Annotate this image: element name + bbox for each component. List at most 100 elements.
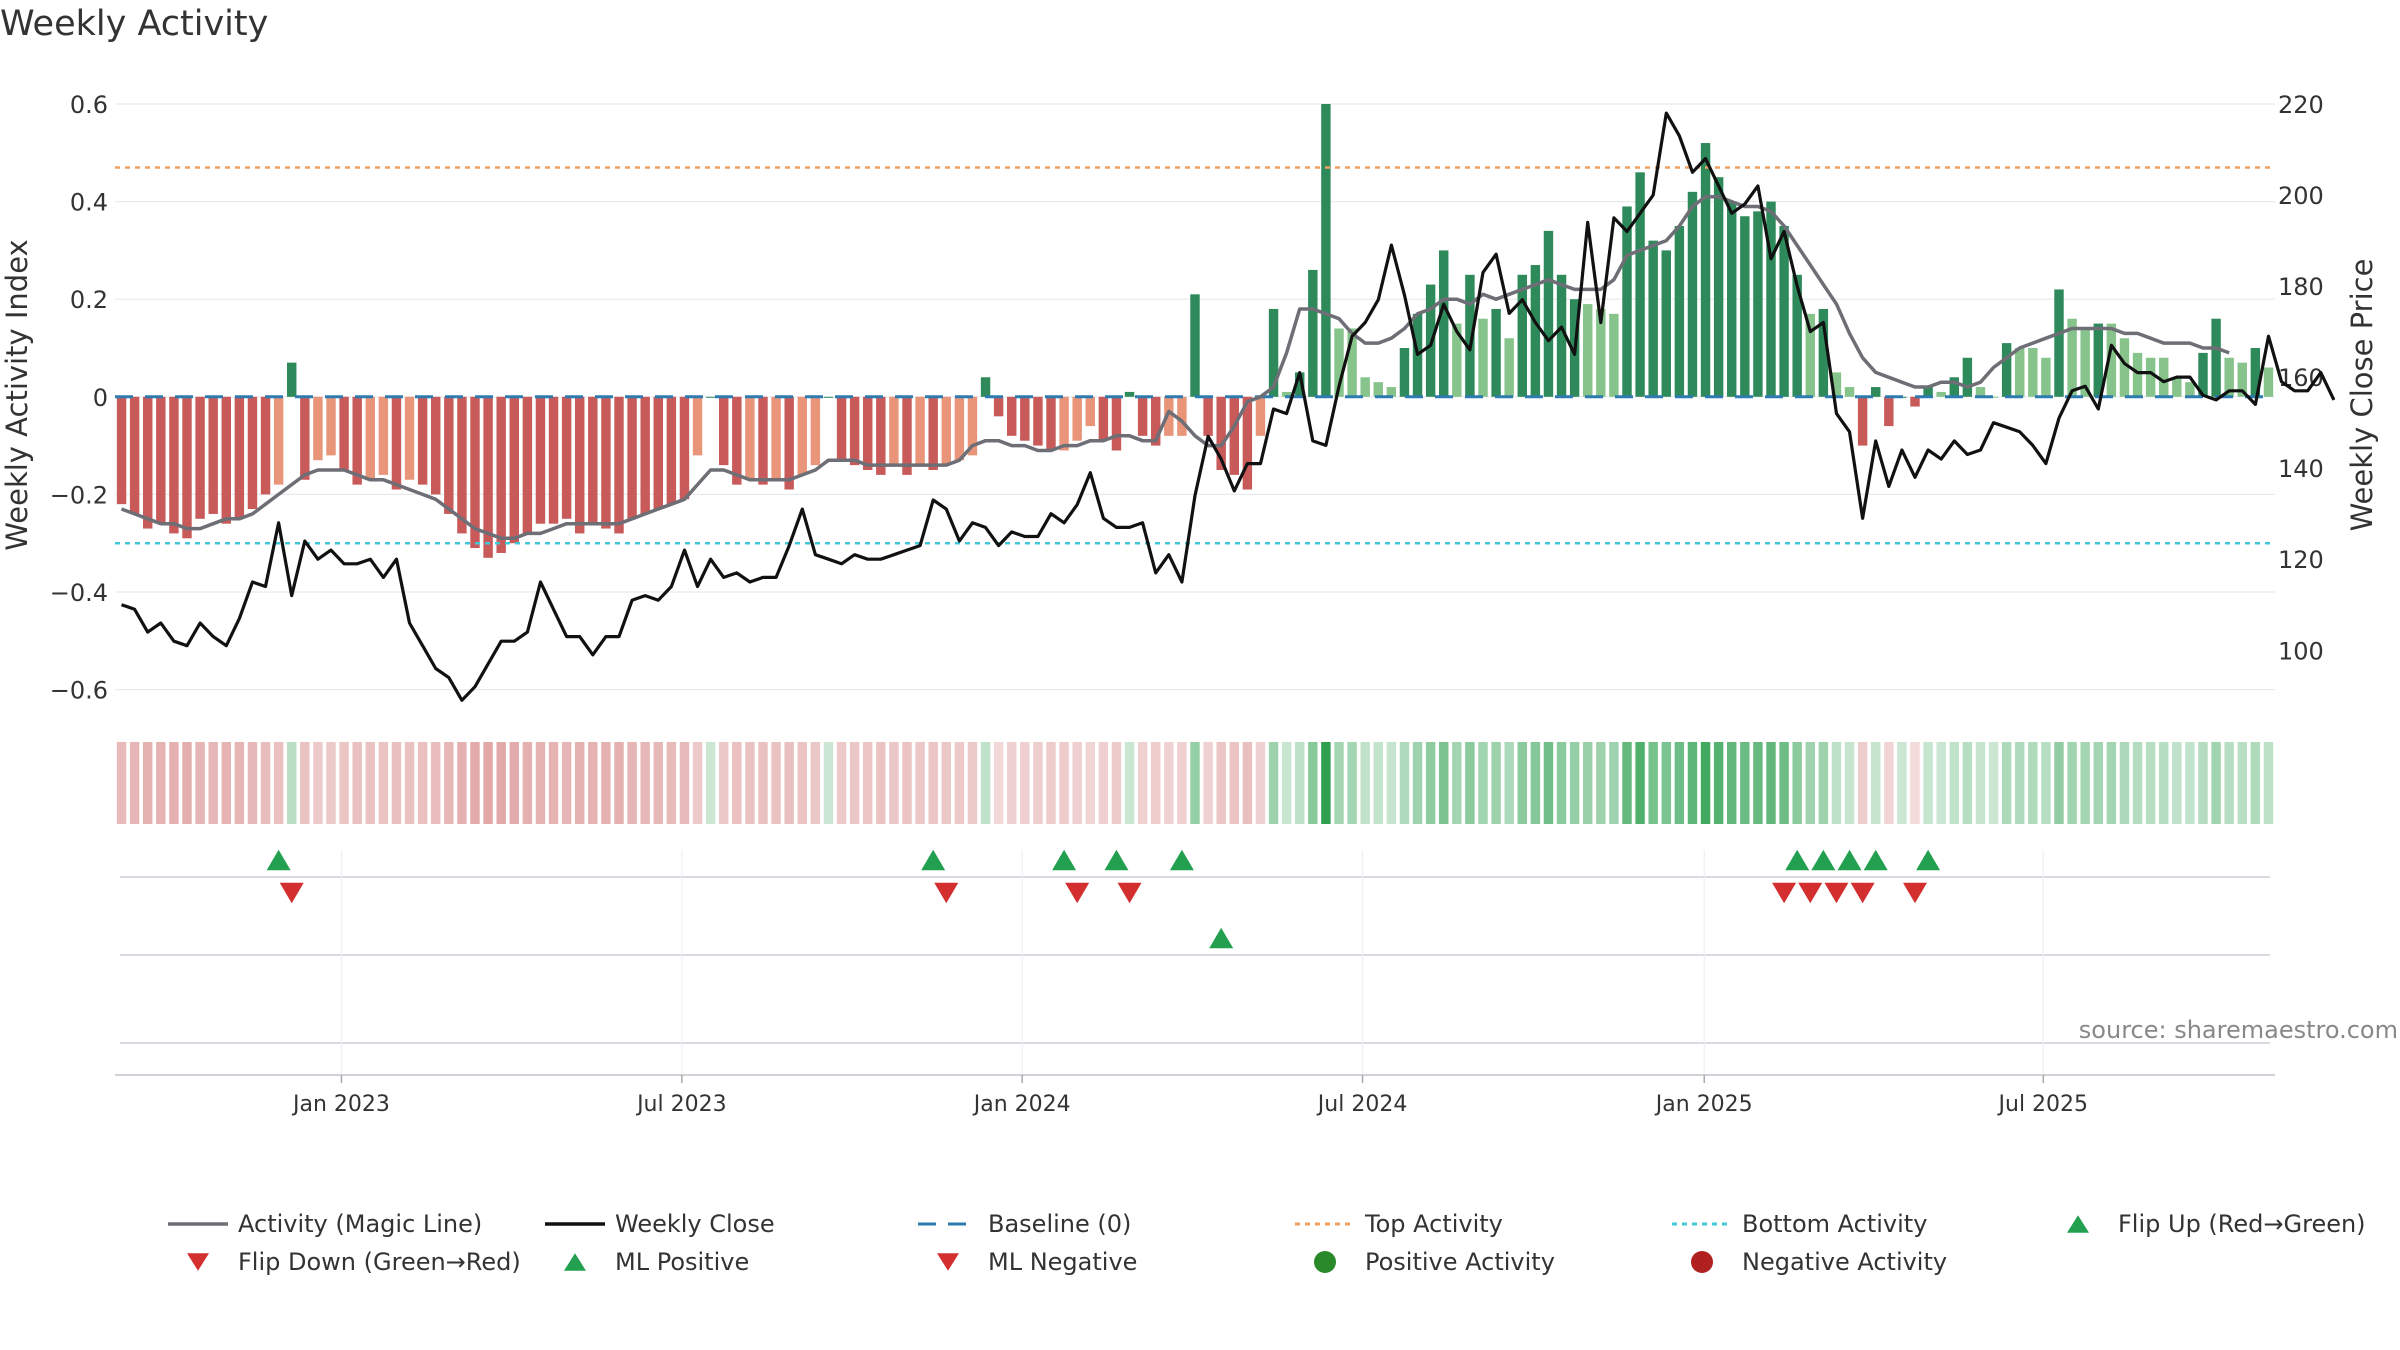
activity-strip-cell: [2106, 742, 2117, 824]
activity-bar: [1727, 201, 1737, 397]
x-tick-label: Jan 2024: [972, 1092, 1071, 1117]
activity-bar: [1452, 323, 1462, 397]
activity-strip-cell: [1596, 742, 1606, 824]
activity-bar: [2015, 348, 2025, 397]
activity-strip-cell: [365, 742, 375, 824]
activity-strip-cell: [967, 742, 978, 824]
activity-bar: [1635, 172, 1645, 397]
activity-strip-cell: [234, 742, 245, 824]
activity-bar: [588, 396, 598, 524]
activity-strip-cell: [2211, 742, 2221, 824]
activity-bar: [2250, 348, 2261, 397]
activity-strip-cell: [2237, 742, 2247, 824]
activity-strip-cell: [1098, 742, 1109, 824]
activity-strip-cell: [116, 742, 127, 824]
activity-strip-cell: [483, 742, 493, 824]
activity-bar: [300, 396, 310, 480]
x-tick-label: Jul 2025: [1997, 1092, 2089, 1117]
chart-title: Weekly Activity: [0, 4, 269, 44]
activity-bar: [522, 396, 533, 534]
activity-strip-cell: [182, 742, 192, 824]
activity-strip-cell: [732, 742, 742, 824]
activity-strip-cell: [2041, 742, 2051, 824]
activity-strip-cell: [2054, 742, 2064, 824]
activity-bar: [1439, 250, 1449, 397]
ml-positive-marker: [1209, 927, 1234, 949]
activity-bar: [391, 396, 402, 490]
activity-strip-cell: [1334, 742, 1344, 824]
activity-bar: [771, 396, 781, 480]
activity-strip-cell: [1962, 742, 1973, 824]
activity-strip-cell: [1740, 742, 1750, 824]
activity-bar: [1190, 294, 1200, 397]
activity-bar: [1373, 382, 1383, 397]
activity-bar: [1137, 396, 1148, 436]
legend-weekly-close: Weekly Close: [545, 1210, 775, 1238]
activity-bar: [1268, 308, 1279, 397]
activity-strip-cell: [1609, 742, 1619, 824]
y-tick-label: 0: [93, 384, 108, 412]
activity-strip-cell: [745, 742, 755, 824]
legend-flip-down: Flip Down (Green→Red): [187, 1248, 521, 1276]
activity-bar: [797, 396, 807, 475]
activity-strip-cell: [2198, 742, 2208, 824]
activity-strip-cell: [509, 742, 519, 824]
activity-strip-cell: [391, 742, 402, 824]
activity-bar: [1491, 308, 1501, 397]
activity-bar: [195, 396, 205, 519]
activity-strip-cell: [561, 742, 572, 824]
activity-strip-cell: [195, 742, 205, 824]
activity-strip-cell: [1072, 742, 1082, 824]
activity-strip-cell: [915, 742, 925, 824]
activity-bar: [273, 396, 284, 485]
activity-bar: [2054, 289, 2064, 397]
activity-bar: [1308, 269, 1318, 397]
flip-up-marker: [1104, 849, 1129, 871]
activity-bar: [993, 396, 1004, 417]
activity-bar: [1203, 396, 1213, 436]
activity-strip-cell: [352, 742, 362, 824]
activity-strip-cell: [1425, 742, 1436, 824]
y-tick-label: −0.6: [50, 677, 108, 705]
activity-bar: [1177, 396, 1187, 436]
activity-bar: [954, 396, 965, 461]
legend-flip-down-label: Flip Down (Green→Red): [238, 1248, 521, 1276]
weekly-close-series: [120, 111, 2336, 702]
activity-bar: [2028, 348, 2038, 397]
activity-strip-cell: [679, 742, 690, 824]
flip-down-marker: [1772, 882, 1797, 904]
activity-strip-cell: [1111, 742, 1122, 824]
activity-bar: [1164, 396, 1174, 436]
legend-positive-activity: Positive Activity: [1314, 1248, 1555, 1276]
activity-bar: [1098, 396, 1109, 441]
activity-strip-cell: [1373, 742, 1383, 824]
activity-strip-cell: [1700, 742, 1711, 824]
activity-strip-cell: [1910, 742, 1920, 824]
activity-strip-cell: [522, 742, 533, 824]
activity-strip-cell: [1268, 742, 1279, 824]
activity-strip-cell: [300, 742, 310, 824]
flip-up-marker: [266, 849, 291, 871]
flip-down-marker: [279, 882, 304, 904]
activity-bar: [1687, 191, 1698, 397]
activity-strip-cell: [417, 742, 428, 824]
activity-bar: [1281, 391, 1292, 397]
activity-bar: [483, 396, 493, 558]
activity-strip-cell: [2250, 742, 2261, 824]
activity-bar: [745, 396, 755, 480]
flip-up-marker: [1169, 849, 1194, 871]
activity-strip-cell: [1033, 742, 1043, 824]
activity-strip-cell: [1556, 742, 1567, 824]
activity-strip-cell: [457, 742, 467, 824]
activity-strip-cell: [993, 742, 1004, 824]
activity-bar: [2080, 328, 2090, 397]
activity-bar: [352, 396, 362, 485]
activity-strip-cell: [1399, 742, 1410, 824]
activity-strip-cell: [1975, 742, 1986, 824]
activity-bar: [627, 396, 637, 519]
activity-bar: [1151, 396, 1161, 446]
activity-strip-cell: [1308, 742, 1318, 824]
activity-bar: [208, 396, 218, 514]
activity-strip-cell: [784, 742, 794, 824]
legend: Activity (Magic Line) Weekly Close Baselin…: [168, 1210, 2366, 1276]
